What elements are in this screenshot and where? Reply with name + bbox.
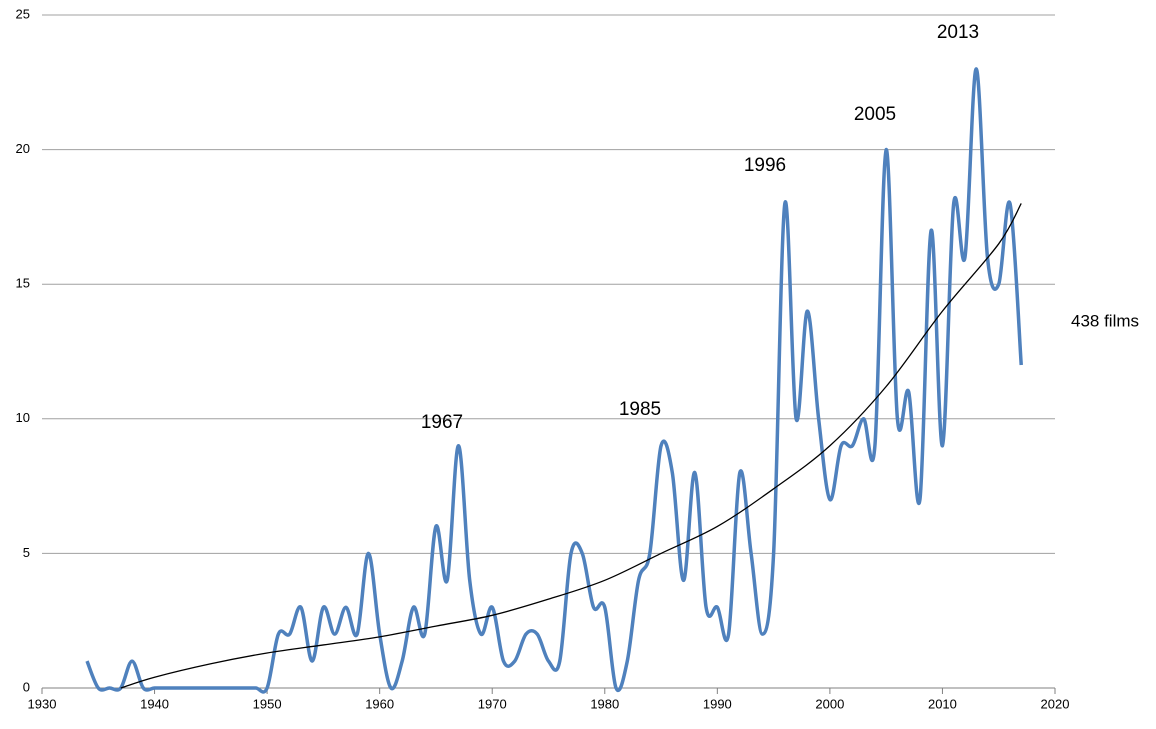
y-tick-label: 10 xyxy=(16,410,30,425)
x-tick-label: 1940 xyxy=(140,696,169,711)
x-tick-label: 1980 xyxy=(590,696,619,711)
annotation: 1967 xyxy=(421,412,463,433)
annotation: 2013 xyxy=(937,22,979,43)
annotation: 1996 xyxy=(744,155,786,176)
y-tick-label: 5 xyxy=(23,545,30,560)
x-tick-label: 1950 xyxy=(253,696,282,711)
data-line xyxy=(120,203,1022,689)
x-tick-label: 2000 xyxy=(815,696,844,711)
x-tick-label: 1990 xyxy=(703,696,732,711)
y-tick-label: 0 xyxy=(23,679,30,694)
y-tick-label: 15 xyxy=(16,276,30,291)
annotation: 438 films xyxy=(1071,311,1139,330)
x-tick-label: 1960 xyxy=(365,696,394,711)
y-tick-label: 25 xyxy=(16,6,30,21)
data-line xyxy=(85,67,1023,694)
y-tick-label: 20 xyxy=(16,141,30,156)
annotation: 1985 xyxy=(619,399,661,420)
annotation: 2005 xyxy=(854,104,896,125)
x-tick-label: 1970 xyxy=(478,696,507,711)
x-tick-label: 1930 xyxy=(28,696,57,711)
x-tick-label: 2010 xyxy=(928,696,957,711)
x-tick-label: 2020 xyxy=(1041,696,1070,711)
